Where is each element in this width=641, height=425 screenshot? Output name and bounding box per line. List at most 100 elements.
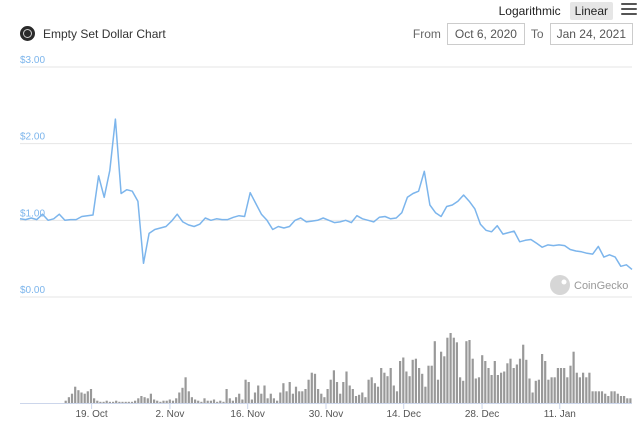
volume-bar	[197, 400, 200, 403]
volume-bar	[528, 378, 531, 403]
volume-bar	[175, 398, 178, 403]
volume-bar	[373, 383, 376, 403]
volume-bar	[459, 377, 462, 403]
volume-bar	[604, 393, 607, 403]
chart-header: Empty Set Dollar Chart	[20, 26, 166, 41]
volume-bar	[112, 401, 115, 403]
scale-linear-button[interactable]: Linear	[569, 2, 613, 20]
volume-bar	[471, 358, 474, 403]
volume-bar	[200, 401, 203, 403]
volume-bar	[613, 391, 616, 403]
volume-bar	[421, 373, 424, 403]
volume-bar	[323, 397, 326, 403]
volume-bar	[348, 385, 351, 403]
volume-bar	[610, 391, 613, 403]
volume-bar	[231, 400, 234, 403]
volume-bar	[594, 391, 597, 403]
volume-bar	[307, 379, 310, 403]
chart-title: Empty Set Dollar Chart	[43, 26, 166, 41]
volume-bar	[623, 396, 626, 403]
volume-bar	[544, 361, 547, 403]
to-date-input[interactable]: Jan 24, 2021	[549, 23, 633, 45]
to-label: To	[530, 27, 544, 41]
volume-bar	[178, 392, 181, 403]
volume-bar	[238, 393, 241, 403]
volume-bar	[626, 398, 629, 403]
volume-bar	[257, 385, 260, 403]
volume-bar	[294, 386, 298, 403]
volume-bar	[269, 393, 272, 403]
volume-bar	[392, 385, 395, 403]
volume-bar	[146, 398, 149, 403]
volume-bar	[96, 400, 99, 403]
volume-bar	[260, 393, 263, 403]
volume-bar	[481, 355, 484, 403]
volume-bar	[616, 393, 619, 403]
volume-bar	[487, 368, 490, 403]
volume-bar	[405, 371, 408, 403]
volume-bar	[591, 391, 594, 403]
volume-bar	[531, 392, 534, 403]
volume-bar	[130, 401, 134, 403]
hamburger-menu-icon[interactable]	[621, 3, 637, 15]
volume-bar	[89, 389, 93, 403]
scale-logarithmic-button[interactable]: Logarithmic	[498, 4, 561, 18]
volume-bar	[212, 399, 216, 403]
volume-bar	[490, 375, 493, 403]
volume-bar	[332, 370, 335, 403]
volume-bar	[222, 401, 225, 403]
y-tick-label: $3.00	[20, 55, 45, 66]
volume-bar	[452, 337, 455, 403]
volume-bar	[250, 399, 253, 403]
volume-bar	[575, 372, 578, 403]
volume-bar	[187, 391, 190, 403]
volume-bar	[74, 386, 77, 403]
volume-bar	[493, 361, 496, 403]
empty-set-dollar-logo-icon	[20, 26, 35, 41]
volume-bar	[367, 379, 370, 403]
volume-bar	[553, 377, 556, 403]
volume-bar	[216, 401, 219, 403]
volume-bar	[203, 398, 206, 403]
x-tick-label: 14. Dec	[386, 409, 420, 420]
volume-bar	[607, 396, 610, 403]
volume-bar	[345, 371, 348, 403]
volume-bar	[288, 382, 291, 403]
volume-bar	[389, 368, 392, 403]
volume-bar	[402, 357, 405, 403]
volume-bar	[556, 368, 559, 403]
from-date-input[interactable]: Oct 6, 2020	[446, 23, 525, 45]
volume-bar	[506, 363, 509, 403]
volume-bar	[566, 377, 569, 403]
volume-bar	[165, 400, 168, 403]
volume-bar	[477, 377, 481, 403]
volume-bar	[370, 377, 373, 403]
price-line[interactable]	[19, 118, 633, 270]
volume-bar	[411, 359, 414, 403]
x-tick-label: 30. Nov	[309, 409, 343, 420]
volume-bar	[115, 400, 118, 403]
y-tick-label: $1.00	[20, 208, 45, 219]
volume-bar	[313, 373, 317, 403]
volume-bar	[386, 376, 389, 403]
volume-bar	[99, 401, 102, 403]
volume-bar	[440, 351, 443, 403]
volume-bar	[329, 379, 332, 403]
volume-bar	[572, 351, 575, 403]
volume-bar	[241, 399, 244, 403]
volume-bar	[206, 400, 209, 403]
volume-bar	[118, 401, 121, 403]
volume-bar	[515, 364, 518, 403]
volume-bar	[339, 393, 342, 403]
volume-bar	[244, 379, 247, 403]
volume-bar	[253, 392, 257, 403]
volume-bar	[102, 401, 105, 403]
volume-bar	[399, 361, 402, 403]
volume-bar	[465, 341, 468, 403]
volume-bar	[67, 397, 70, 403]
volume-bar	[153, 399, 156, 403]
volume-bar	[194, 399, 197, 403]
volume-bar	[140, 396, 143, 403]
volume-bar	[127, 401, 130, 403]
